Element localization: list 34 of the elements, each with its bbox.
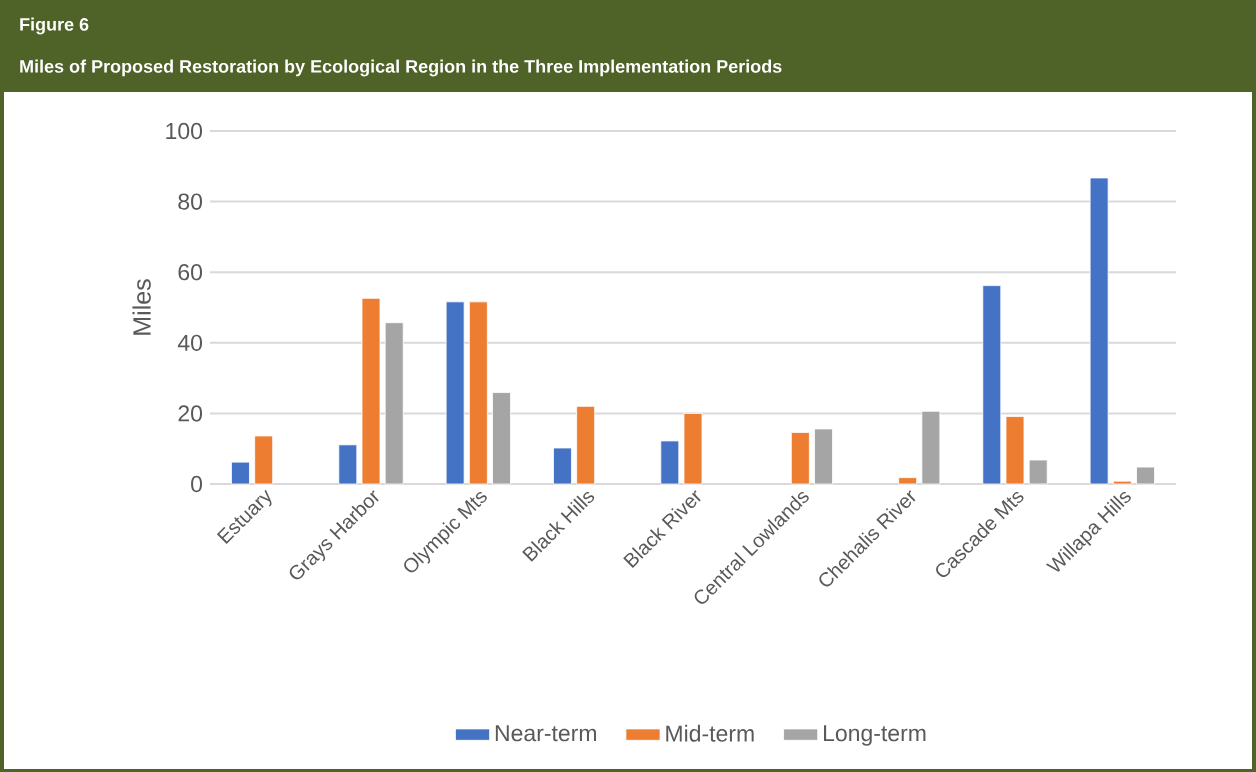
chart-subtitle: Miles of Proposed Restoration by Ecological Region in the Three Implementation Periods: [20, 59, 782, 77]
bar: [361, 297, 381, 485]
bar: [576, 405, 596, 485]
legend-label: Near-term: [495, 725, 596, 742]
bar: [1112, 480, 1132, 485]
legend-label: Mid-term: [666, 724, 754, 742]
bar: [1005, 416, 1025, 485]
bar: [384, 322, 404, 485]
y-tick-label: 0: [191, 475, 203, 493]
y-tick-label: 100: [166, 122, 203, 140]
bar: [1089, 177, 1109, 485]
y-tick-label: 80: [178, 193, 203, 210]
bar: [231, 461, 250, 485]
bar: [1028, 459, 1048, 485]
bar: [553, 447, 572, 485]
bar: [898, 477, 918, 485]
y-tick-label: 20: [178, 405, 203, 422]
bar: [814, 428, 833, 485]
bar: [790, 432, 810, 485]
bar: [338, 444, 358, 485]
bar: [921, 410, 941, 485]
text: Figure 6: [20, 17, 89, 35]
bar: [492, 392, 511, 485]
bar: [660, 440, 680, 485]
bar: [1136, 466, 1155, 485]
bar: [683, 413, 703, 485]
bar: [445, 301, 465, 485]
y-tick-label: 60: [178, 264, 203, 281]
bar: [254, 435, 274, 485]
bar: [468, 301, 488, 485]
y-axis-title: Miles: [132, 279, 151, 335]
bar: [982, 285, 1002, 485]
y-tick-label: 40: [177, 334, 203, 351]
legend-label: Long-term: [823, 725, 926, 746]
